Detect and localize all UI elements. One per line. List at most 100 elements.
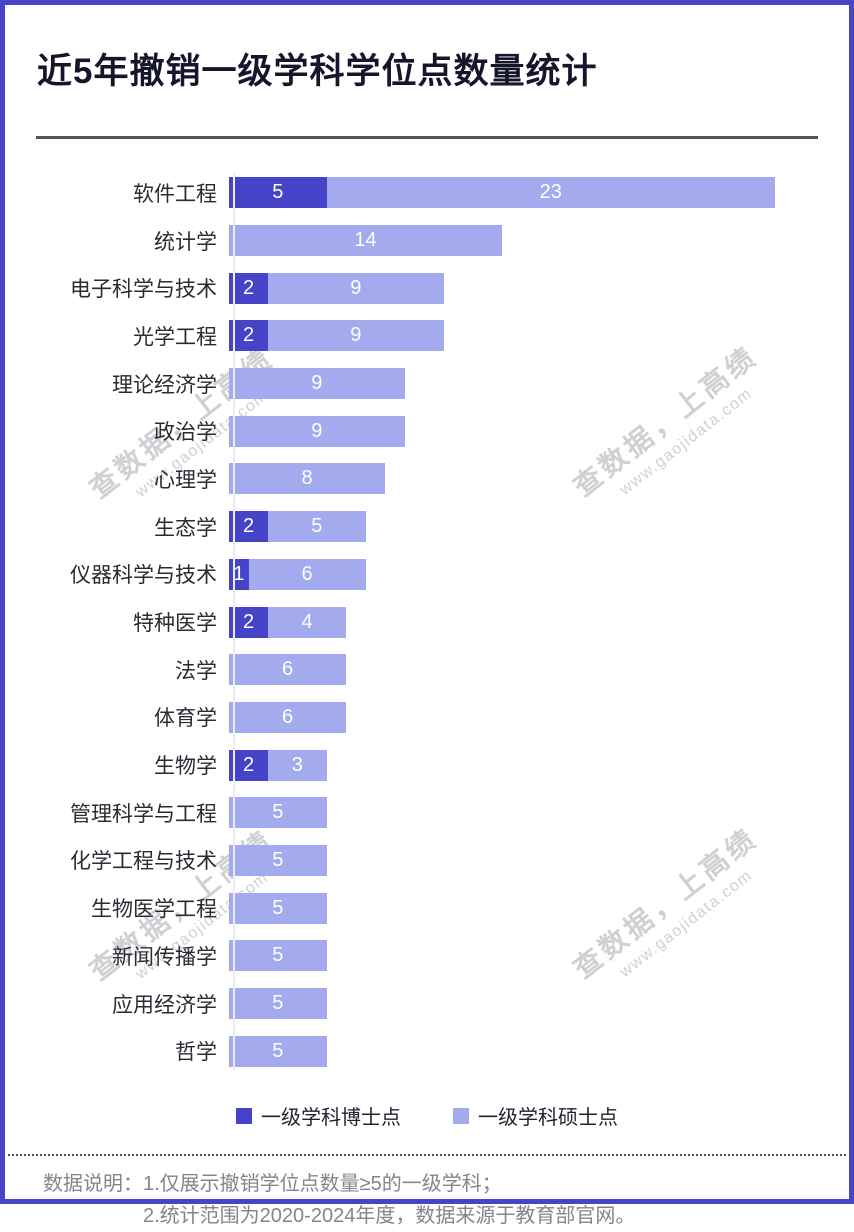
bar-stack: 5 bbox=[229, 988, 327, 1020]
bar-stack: 9 bbox=[229, 368, 405, 400]
category-label: 光学工程 bbox=[133, 325, 217, 349]
chart-legend: 一级学科博士点 一级学科硕士点 bbox=[5, 1101, 849, 1130]
bar-segment: 6 bbox=[229, 701, 346, 733]
category-label: 管理科学与工程 bbox=[70, 802, 217, 826]
legend-swatch-master bbox=[453, 1107, 469, 1124]
chart-row: 心理学 8 bbox=[5, 455, 849, 503]
category-label: 生物医学工程 bbox=[91, 898, 217, 922]
bar-segment: 9 bbox=[229, 368, 405, 400]
bar-segment: 2 bbox=[229, 320, 268, 352]
category-label: 统计学 bbox=[154, 230, 217, 254]
bar-segment: 5 bbox=[229, 1035, 327, 1067]
bar-segment: 5 bbox=[229, 797, 327, 829]
bar-segment: 5 bbox=[229, 892, 327, 924]
bar-stack: 6 bbox=[229, 654, 346, 686]
bar-segment: 2 bbox=[229, 511, 268, 543]
footnote-lines: 1.仅展示撤销学位点数量≥5的一级学科； 2.统计范围为2020-2024年度，… bbox=[143, 1168, 635, 1232]
category-label: 仪器科学与技术 bbox=[70, 564, 217, 588]
bar-segment: 9 bbox=[229, 415, 405, 447]
category-label: 法学 bbox=[175, 659, 217, 683]
bar-segment: 5 bbox=[229, 988, 327, 1020]
bar-stack: 8 bbox=[229, 463, 385, 495]
legend-item-master: 一级学科硕士点 bbox=[453, 1101, 618, 1130]
category-label: 生态学 bbox=[154, 516, 217, 540]
bar-segment: 5 bbox=[229, 940, 327, 972]
bar-segment: 14 bbox=[229, 225, 502, 257]
bar-stack: 5 23 bbox=[229, 177, 775, 209]
bar-stack: 5 bbox=[229, 940, 327, 972]
footnote: 数据说明： 1.仅展示撤销学位点数量≥5的一级学科； 2.统计范围为2020-2… bbox=[43, 1168, 849, 1232]
chart-row: 化学工程与技术 5 bbox=[5, 837, 849, 885]
bar-stack: 14 bbox=[229, 225, 502, 257]
category-label: 应用经济学 bbox=[112, 993, 217, 1017]
category-label: 特种医学 bbox=[133, 612, 217, 636]
category-label: 政治学 bbox=[154, 421, 217, 445]
chart-row: 理论经济学 9 bbox=[5, 360, 849, 408]
bar-segment: 5 bbox=[268, 511, 366, 543]
footnote-label: 数据说明： bbox=[43, 1173, 143, 1196]
chart-row: 软件工程 5 23 bbox=[5, 169, 849, 217]
bar-stack: 5 bbox=[229, 1035, 327, 1067]
chart-row: 统计学 14 bbox=[5, 217, 849, 265]
bar-segment: 2 bbox=[229, 272, 268, 304]
bar-segment: 2 bbox=[229, 606, 268, 638]
bar-stack: 6 bbox=[229, 701, 346, 733]
chart-row: 管理科学与工程 5 bbox=[5, 789, 849, 837]
bar-stack: 5 bbox=[229, 844, 327, 876]
bar-stack: 5 bbox=[229, 797, 327, 829]
bar-stack: 5 bbox=[229, 892, 327, 924]
footnote-line-1: 1.仅展示撤销学位点数量≥5的一级学科； bbox=[143, 1173, 502, 1196]
chart-axis-line bbox=[233, 173, 235, 1072]
category-label: 体育学 bbox=[154, 707, 217, 731]
category-label: 新闻传播学 bbox=[112, 945, 217, 969]
chart-row: 法学 6 bbox=[5, 646, 849, 694]
bar-segment: 2 bbox=[229, 749, 268, 781]
bar-segment: 3 bbox=[268, 749, 327, 781]
chart-row: 生物医学工程 5 bbox=[5, 884, 849, 932]
bar-segment: 4 bbox=[268, 606, 346, 638]
bar-segment: 8 bbox=[229, 463, 385, 495]
bar-segment: 5 bbox=[229, 177, 327, 209]
bar-segment: 1 bbox=[229, 558, 249, 590]
bar-segment: 6 bbox=[248, 558, 366, 590]
category-label: 化学工程与技术 bbox=[70, 850, 217, 874]
bar-segment: 9 bbox=[268, 320, 444, 352]
page-title: 近5年撤销一级学科学位点数量统计 bbox=[37, 52, 598, 91]
legend-swatch-doctor bbox=[236, 1107, 252, 1124]
chart-row: 体育学 6 bbox=[5, 694, 849, 742]
bar-segment: 23 bbox=[326, 177, 775, 209]
category-label: 电子科学与技术 bbox=[70, 278, 217, 302]
legend-item-doctor: 一级学科博士点 bbox=[236, 1101, 401, 1130]
category-label: 软件工程 bbox=[133, 182, 217, 206]
bar-segment: 6 bbox=[229, 654, 346, 686]
category-label: 心理学 bbox=[154, 468, 217, 492]
category-label: 理论经济学 bbox=[112, 373, 217, 397]
chart-row: 政治学 9 bbox=[5, 407, 849, 455]
legend-label-doctor: 一级学科博士点 bbox=[261, 1107, 401, 1130]
chart-row: 应用经济学 5 bbox=[5, 980, 849, 1028]
legend-label-master: 一级学科硕士点 bbox=[478, 1107, 618, 1130]
bar-stack: 9 bbox=[229, 415, 405, 447]
bar-segment: 9 bbox=[268, 272, 444, 304]
footer-divider bbox=[8, 1154, 846, 1157]
title-divider bbox=[36, 136, 818, 139]
chart-row: 新闻传播学 5 bbox=[5, 932, 849, 980]
category-label: 哲学 bbox=[175, 1041, 217, 1065]
category-label: 生物学 bbox=[154, 755, 217, 779]
bar-segment: 5 bbox=[229, 844, 327, 876]
